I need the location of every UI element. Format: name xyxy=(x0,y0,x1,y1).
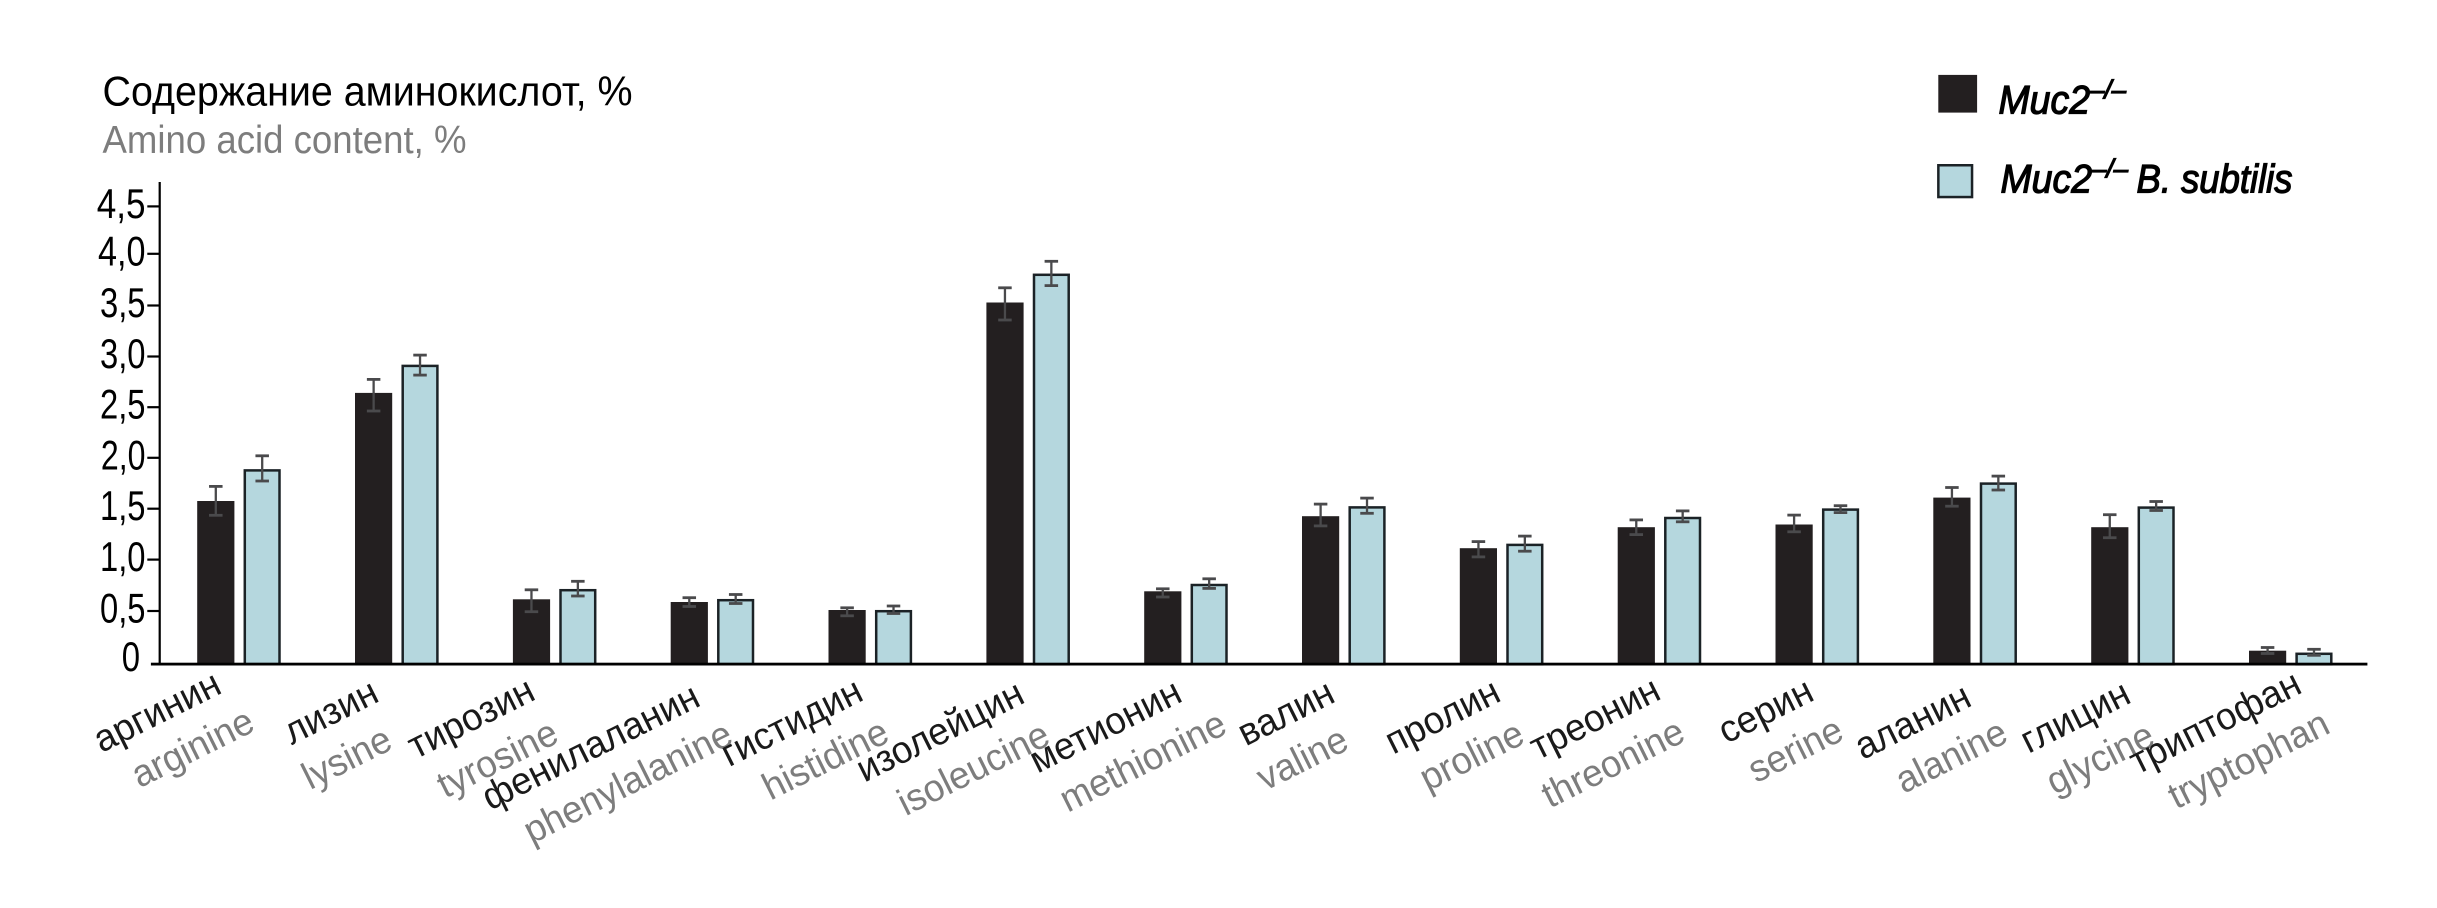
svg-text:B. subtilis: B. subtilis xyxy=(2137,157,2293,201)
svg-text:0: 0 xyxy=(122,633,140,680)
svg-text:0,5: 0,5 xyxy=(100,585,146,632)
svg-text:4,0: 4,0 xyxy=(98,227,146,274)
svg-text:4,5: 4,5 xyxy=(97,180,146,227)
svg-text:Muc2: Muc2 xyxy=(1999,79,2091,123)
svg-text:3,5: 3,5 xyxy=(100,279,146,326)
svg-text:Muc2: Muc2 xyxy=(2001,157,2093,201)
svg-text:2,0: 2,0 xyxy=(101,431,146,478)
svg-text:Содержание аминокислот, %: Содержание аминокислот, % xyxy=(103,67,633,114)
svg-text:1,5: 1,5 xyxy=(100,482,146,529)
svg-text:Amino acid content, %: Amino acid content, % xyxy=(103,119,467,162)
svg-text:3,0: 3,0 xyxy=(100,330,146,377)
svg-text:–/–: –/– xyxy=(2091,153,2129,183)
svg-text:–/–: –/– xyxy=(2089,75,2127,105)
svg-text:1,0: 1,0 xyxy=(100,533,146,580)
svg-text:2,5: 2,5 xyxy=(100,381,146,428)
